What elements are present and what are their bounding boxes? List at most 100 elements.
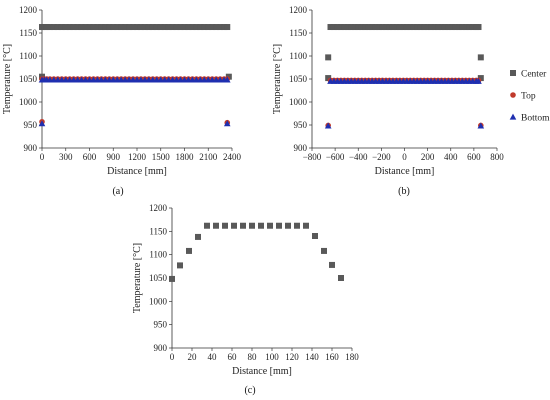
data-point-center: [414, 24, 421, 31]
y-tick-label: 950: [24, 120, 38, 130]
y-tick-label: 1050: [289, 74, 308, 84]
data-point-center: [294, 222, 300, 229]
y-tick-label: 1050: [149, 273, 168, 283]
data-point-bottom: [324, 122, 332, 129]
panel-label: (b): [398, 186, 410, 197]
data-point-center: [204, 222, 210, 229]
data-point-center: [477, 75, 484, 82]
series-center: [169, 222, 344, 282]
x-axis-label: Distance [mm]: [107, 166, 167, 177]
x-tick-label: 60: [228, 352, 238, 362]
data-point-center: [341, 24, 348, 31]
data-point-center: [181, 24, 188, 31]
y-tick-label: 1150: [149, 226, 167, 236]
series-top: [39, 76, 231, 126]
y-tick-label: 1050: [19, 74, 38, 84]
data-point-center: [70, 24, 77, 31]
data-point-center: [169, 275, 175, 282]
data-point-center: [303, 222, 309, 229]
y-tick-label: 1200: [289, 5, 308, 15]
data-point-center: [407, 24, 414, 31]
x-tick-label: 900: [107, 152, 121, 162]
data-point-center: [173, 24, 180, 31]
x-tick-label: 200: [421, 152, 435, 162]
x-axis-label: Distance [mm]: [232, 366, 292, 377]
legend-label-bottom: Bottom: [521, 114, 550, 124]
x-tick-label: 20: [188, 352, 198, 362]
y-tick-label: 950: [294, 120, 308, 130]
x-tick-label: 120: [285, 352, 299, 362]
data-point-center: [137, 24, 144, 31]
data-point-center: [43, 24, 50, 31]
chart-panel: 900 950 1000 1050 1100 1150 1200 0 20 40 60 80 100 12…: [132, 203, 359, 396]
data-point-bottom: [223, 76, 231, 83]
data-point-center: [145, 24, 152, 31]
y-axis-label: Temperature [°C]: [2, 44, 13, 114]
x-tick-label: −400: [349, 152, 368, 162]
data-point-center: [110, 24, 117, 31]
data-point-center: [118, 24, 125, 31]
data-point-center: [94, 24, 101, 31]
data-point-center: [372, 24, 379, 31]
x-tick-label: −800: [303, 152, 322, 162]
data-point-center: [221, 24, 228, 31]
data-point-center: [417, 24, 424, 31]
legend: Center Top Bottom: [509, 70, 550, 124]
data-point-center: [90, 24, 97, 31]
data-point-center: [58, 24, 65, 31]
data-point-center: [157, 24, 164, 31]
series-center: [39, 24, 231, 31]
y-tick-label: 1100: [289, 51, 307, 61]
data-point-center: [285, 222, 291, 229]
data-point-center: [438, 24, 445, 31]
data-point-center: [441, 24, 448, 31]
x-tick-label: 400: [444, 152, 458, 162]
data-point-center: [435, 24, 442, 31]
data-point-center: [205, 24, 212, 31]
data-point-center: [122, 24, 129, 31]
x-tick-label: 600: [467, 152, 481, 162]
y-tick-label: 950: [154, 320, 168, 330]
panel-label: (a): [112, 186, 123, 197]
data-point-center: [424, 24, 431, 31]
x-tick-label: 1200: [128, 152, 147, 162]
data-point-center: [102, 24, 109, 31]
data-point-center: [78, 24, 85, 31]
y-tick-label: 900: [154, 343, 168, 353]
series-bottom: [324, 77, 485, 129]
x-tick-label: 300: [59, 152, 73, 162]
data-point-center: [334, 24, 341, 31]
x-tick-label: 100: [265, 352, 279, 362]
data-point-center: [106, 24, 113, 31]
data-point-center: [169, 24, 176, 31]
y-tick-label: 1000: [149, 296, 168, 306]
data-point-center: [224, 24, 231, 31]
data-point-center: [386, 24, 393, 31]
data-point-center: [240, 222, 246, 229]
data-point-center: [330, 24, 337, 31]
x-tick-label: 1800: [176, 152, 195, 162]
data-point-center: [393, 24, 400, 31]
data-point-center: [396, 24, 403, 31]
x-tick-label: 800: [490, 152, 504, 162]
data-point-center: [177, 262, 183, 269]
data-point-center: [177, 24, 184, 31]
data-point-center: [477, 54, 484, 61]
x-tick-label: −200: [372, 152, 391, 162]
data-point-center: [213, 222, 219, 229]
data-point-center: [217, 24, 224, 31]
data-point-center: [312, 233, 318, 239]
data-point-bottom: [38, 120, 46, 127]
data-point-center: [445, 24, 452, 31]
panel-label: (c): [244, 385, 255, 396]
data-point-center: [134, 24, 140, 31]
x-tick-label: 40: [208, 352, 218, 362]
x-tick-label: 1500: [152, 152, 171, 162]
y-tick-label: 1150: [19, 28, 37, 38]
data-point-center: [376, 24, 383, 31]
data-point-center: [161, 24, 168, 31]
data-point-center: [74, 24, 81, 31]
x-tick-label: 140: [305, 352, 319, 362]
data-point-bottom: [223, 120, 231, 127]
data-point-center: [431, 24, 438, 31]
